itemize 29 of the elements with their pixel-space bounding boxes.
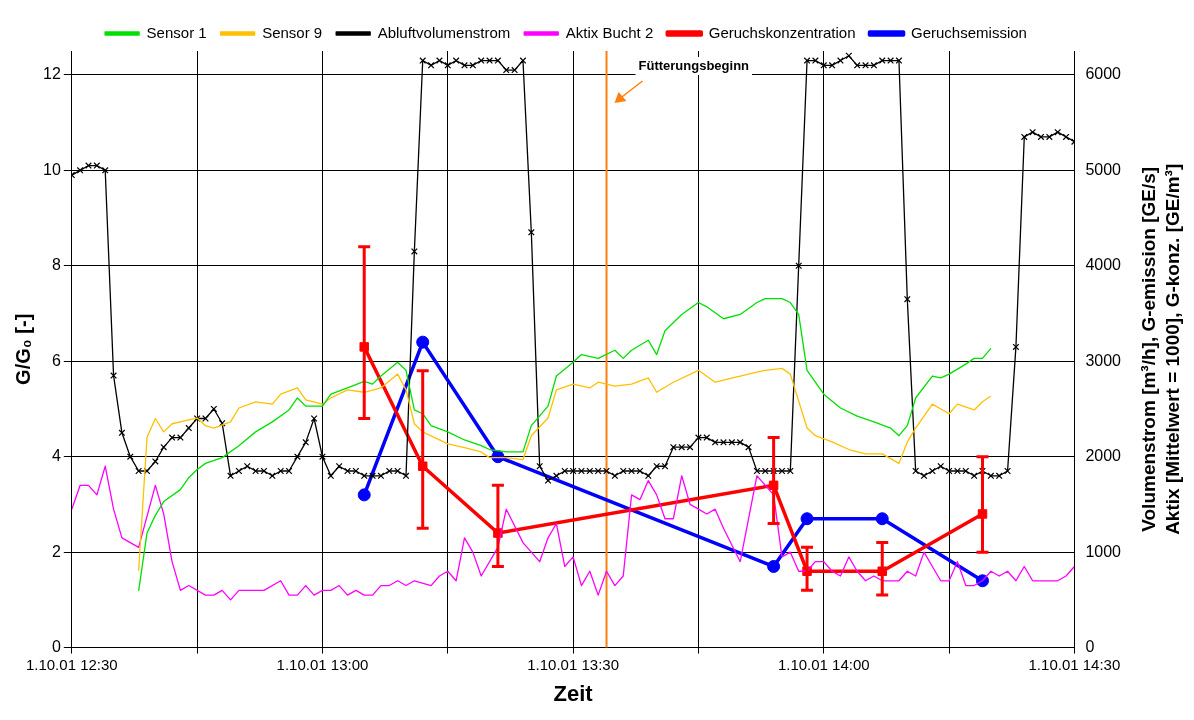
- y-tick-label: 4: [51, 447, 61, 465]
- y2-tick-label: 2000: [1085, 447, 1122, 465]
- y-tick-label: 8: [51, 256, 61, 274]
- y-tick-label: 6: [51, 351, 61, 369]
- legend-label: Aktix Bucht 2: [565, 23, 654, 41]
- y2-tick-label: 3000: [1085, 351, 1122, 369]
- x-tick-label: 1.10.01 14:00: [777, 655, 870, 673]
- y-tick-label: 0: [51, 638, 61, 656]
- y2-tick-label: 6000: [1085, 65, 1122, 83]
- x-tick-label: 1.10.01 12:30: [25, 655, 118, 673]
- ref-line-label: Fütterungsbeginn: [638, 57, 750, 73]
- y2-tick-label: 0: [1085, 638, 1095, 656]
- x-tick-label: 1.10.01 14:30: [1028, 655, 1121, 673]
- x-axis-title: Zeit: [553, 680, 594, 706]
- legend-label: Sensor 9: [262, 23, 323, 41]
- y-tick-label: 10: [43, 160, 61, 178]
- legend-label: Geruchsemission: [911, 23, 1027, 41]
- y-tick-label: 2: [51, 542, 61, 560]
- legend-label: Geruchskonzentration: [708, 23, 856, 41]
- legend-label: Abluftvolumenstrom: [377, 23, 511, 41]
- y2-tick-label: 1000: [1085, 542, 1122, 560]
- y2-tick-label: 5000: [1085, 160, 1122, 178]
- x-tick-label: 1.10.01 13:30: [527, 655, 619, 673]
- y2-axis-title: Volumenstrom [m³/h], G-emission [GE/s] Aktix [Mittelwert = 1000], G-konz. [GE/m³]: [1138, 163, 1184, 535]
- legend-label: Sensor 1: [146, 23, 207, 41]
- y2-tick-label: 4000: [1085, 256, 1122, 274]
- x-tick-label: 1.10.01 13:00: [276, 655, 369, 673]
- y-axis-title: G/G₀ [-]: [11, 313, 34, 385]
- y-tick-label: 12: [43, 65, 61, 83]
